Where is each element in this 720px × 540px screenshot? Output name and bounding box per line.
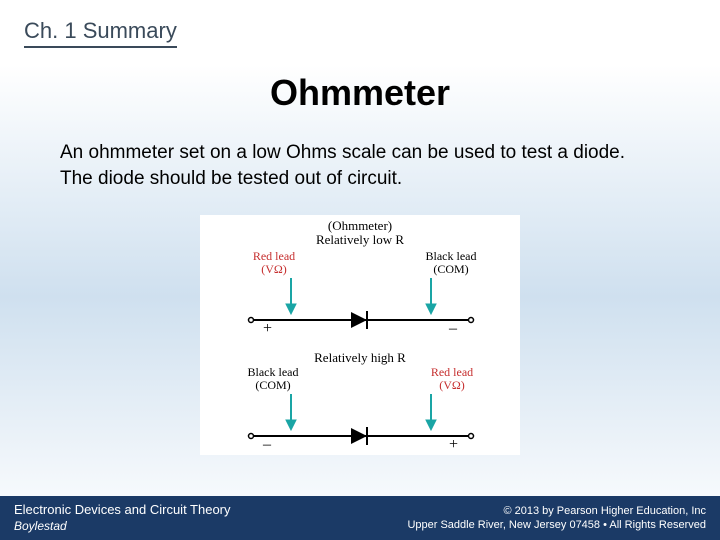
page-title: Ohmmeter bbox=[0, 72, 720, 114]
chapter-label: Ch. 1 Summary bbox=[24, 18, 177, 48]
book-title: Electronic Devices and Circuit Theory bbox=[14, 502, 231, 518]
footer-bar: Electronic Devices and Circuit Theory Bo… bbox=[0, 496, 720, 540]
ohmmeter-figure: (Ohmmeter) Relatively low R Red lead (VΩ… bbox=[200, 215, 520, 455]
address-line: Upper Saddle River, New Jersey 07458 • A… bbox=[407, 518, 706, 532]
book-author: Boylestad bbox=[14, 519, 231, 534]
copyright-line: © 2013 by Pearson Higher Education, Inc bbox=[407, 504, 706, 518]
diagram-top bbox=[201, 216, 521, 336]
footer-right: © 2013 by Pearson Higher Education, Inc … bbox=[407, 504, 706, 533]
minus-sign-bottom: – bbox=[263, 436, 271, 454]
plus-sign-bottom: + bbox=[449, 436, 458, 454]
body-text: An ohmmeter set on a low Ohms scale can … bbox=[60, 140, 660, 191]
slide: Ch. 1 Summary Ohmmeter An ohmmeter set o… bbox=[0, 0, 720, 540]
diagram-bottom bbox=[201, 334, 521, 454]
footer-left: Electronic Devices and Circuit Theory Bo… bbox=[14, 502, 231, 533]
